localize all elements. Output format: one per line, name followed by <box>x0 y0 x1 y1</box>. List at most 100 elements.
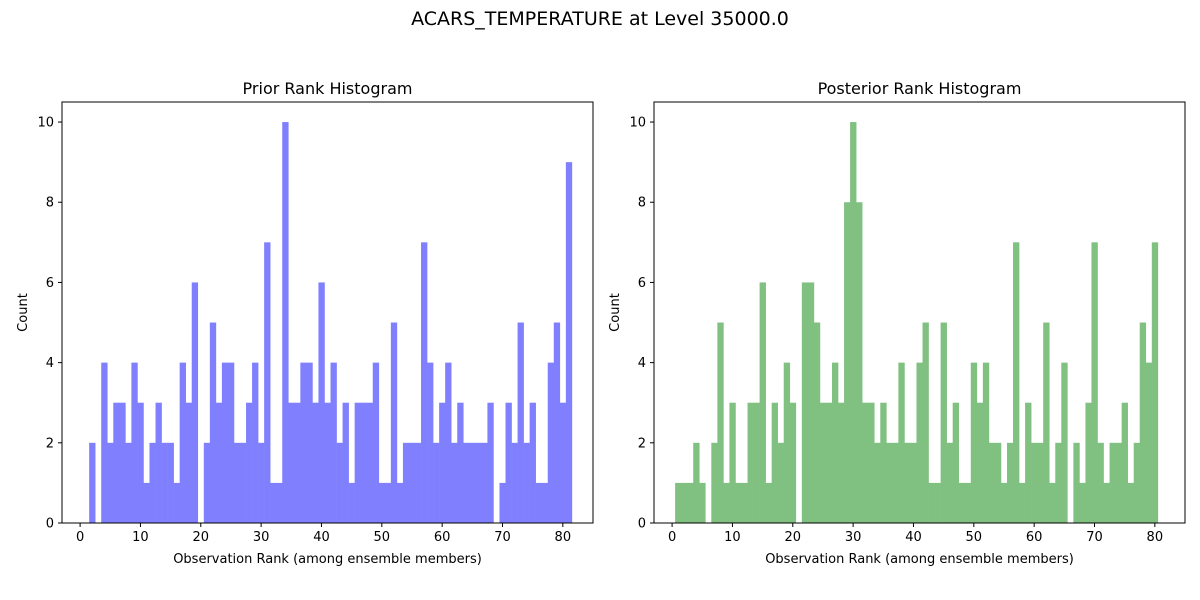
posterior-ytick-label-4: 4 <box>638 356 646 371</box>
prior-bar-59 <box>433 442 440 523</box>
prior-xtick-label-10: 10 <box>132 530 149 545</box>
posterior-bar-55 <box>1000 482 1008 523</box>
prior-bar-15 <box>167 442 174 523</box>
prior-bar-53 <box>396 482 404 523</box>
posterior-bar-54 <box>994 442 1002 523</box>
posterior-bar-4 <box>693 442 700 523</box>
posterior-bar-31 <box>856 202 863 524</box>
posterior-bar-45 <box>940 322 947 523</box>
prior-ytick-label-10: 10 <box>37 116 54 131</box>
posterior-bar-72 <box>1103 482 1110 523</box>
posterior-bar-27 <box>832 362 839 523</box>
prior-bar-76 <box>535 482 543 523</box>
posterior-bar-33 <box>868 402 875 523</box>
prior-bar-44 <box>342 402 349 523</box>
posterior-bar-22 <box>801 282 809 523</box>
prior-bar-75 <box>529 402 536 523</box>
figure-suptitle: ACARS_TEMPERATURE at Level 35000.0 <box>411 8 789 30</box>
prior-bar-62 <box>451 442 458 523</box>
prior-bar-41 <box>324 402 331 523</box>
prior-bar-34 <box>282 122 289 524</box>
posterior-ytick-label-6: 6 <box>638 276 646 291</box>
posterior-bar-70 <box>1091 242 1098 523</box>
posterior-bar-39 <box>904 442 911 523</box>
posterior-bar-47 <box>952 402 960 523</box>
posterior-bar-13 <box>747 402 754 523</box>
posterior-bar-38 <box>898 362 905 523</box>
posterior-bar-43 <box>928 482 935 523</box>
prior-bar-77 <box>541 482 549 523</box>
prior-bar-24 <box>221 362 229 523</box>
prior-bar-6 <box>113 402 120 523</box>
posterior-bar-74 <box>1115 442 1122 523</box>
posterior-bar-28 <box>838 402 845 523</box>
prior-bar-17 <box>179 362 186 523</box>
prior-bar-7 <box>119 402 126 523</box>
posterior-bar-80 <box>1151 242 1159 523</box>
prior-bar-72 <box>511 442 518 523</box>
prior-bar-70 <box>499 482 506 523</box>
prior-ytick-label-0: 0 <box>46 517 54 532</box>
chart-posterior: 0 10 20 30 40 50 60 70 80 0 2 4 6 8 10 Posterior Rank H… <box>608 79 1186 567</box>
prior-bar-67 <box>481 442 488 523</box>
posterior-bar-19 <box>783 362 791 523</box>
posterior-bar-61 <box>1037 442 1044 523</box>
prior-ytick-label-6: 6 <box>46 276 54 291</box>
prior-bar-9 <box>131 362 138 523</box>
posterior-bar-9 <box>723 482 730 523</box>
posterior-bar-67 <box>1073 442 1080 523</box>
prior-title: Prior Rank Histogram <box>243 79 413 98</box>
prior-ytick-label-4: 4 <box>46 356 54 371</box>
prior-bar-28 <box>246 402 253 523</box>
posterior-bar-44 <box>934 482 941 523</box>
posterior-bar-46 <box>946 442 953 523</box>
posterior-bar-40 <box>910 442 917 523</box>
prior-bar-49 <box>372 362 380 523</box>
prior-bar-35 <box>288 402 295 523</box>
posterior-bar-59 <box>1025 402 1032 523</box>
prior-ytick-label-8: 8 <box>46 196 54 211</box>
posterior-bar-78 <box>1139 322 1147 523</box>
prior-bar-63 <box>457 402 464 523</box>
posterior-bar-51 <box>976 402 984 523</box>
posterior-bar-65 <box>1061 362 1068 523</box>
posterior-bar-42 <box>922 322 929 523</box>
posterior-xtick-label-30: 30 <box>845 530 862 545</box>
prior-bar-61 <box>445 362 452 523</box>
posterior-xtick-label-40: 40 <box>905 530 922 545</box>
prior-bar-79 <box>553 322 561 523</box>
posterior-bar-25 <box>819 402 827 523</box>
posterior-bars <box>675 122 1159 524</box>
posterior-bar-18 <box>777 442 785 523</box>
posterior-bar-71 <box>1097 442 1104 523</box>
posterior-bar-8 <box>717 322 724 523</box>
prior-bar-2 <box>89 442 96 523</box>
prior-xtick-label-60: 60 <box>434 530 451 545</box>
posterior-xtick-label-70: 70 <box>1086 530 1103 545</box>
prior-bar-78 <box>547 362 555 523</box>
prior-bar-26 <box>233 442 241 523</box>
posterior-bar-68 <box>1079 482 1086 523</box>
prior-xtick-label-50: 50 <box>374 530 391 545</box>
posterior-bar-14 <box>753 402 760 523</box>
posterior-xtick-label-20: 20 <box>785 530 802 545</box>
prior-bar-73 <box>517 322 524 523</box>
prior-bar-13 <box>155 402 162 523</box>
prior-bar-51 <box>384 482 392 523</box>
prior-bar-19 <box>191 282 199 523</box>
prior-xtick-label-0: 0 <box>76 530 84 545</box>
prior-bar-32 <box>270 482 277 523</box>
posterior-xlabel: Observation Rank (among ensemble members… <box>765 552 1074 567</box>
prior-bar-48 <box>366 402 374 523</box>
prior-bar-58 <box>427 362 434 523</box>
posterior-bar-11 <box>735 482 742 523</box>
posterior-bar-75 <box>1121 402 1128 523</box>
prior-bar-14 <box>161 442 168 523</box>
posterior-bar-69 <box>1085 402 1092 523</box>
posterior-bar-16 <box>765 482 772 523</box>
posterior-bar-35 <box>880 402 887 523</box>
posterior-bar-30 <box>850 122 857 524</box>
prior-xtick-label-20: 20 <box>193 530 210 545</box>
posterior-bar-63 <box>1049 482 1056 523</box>
